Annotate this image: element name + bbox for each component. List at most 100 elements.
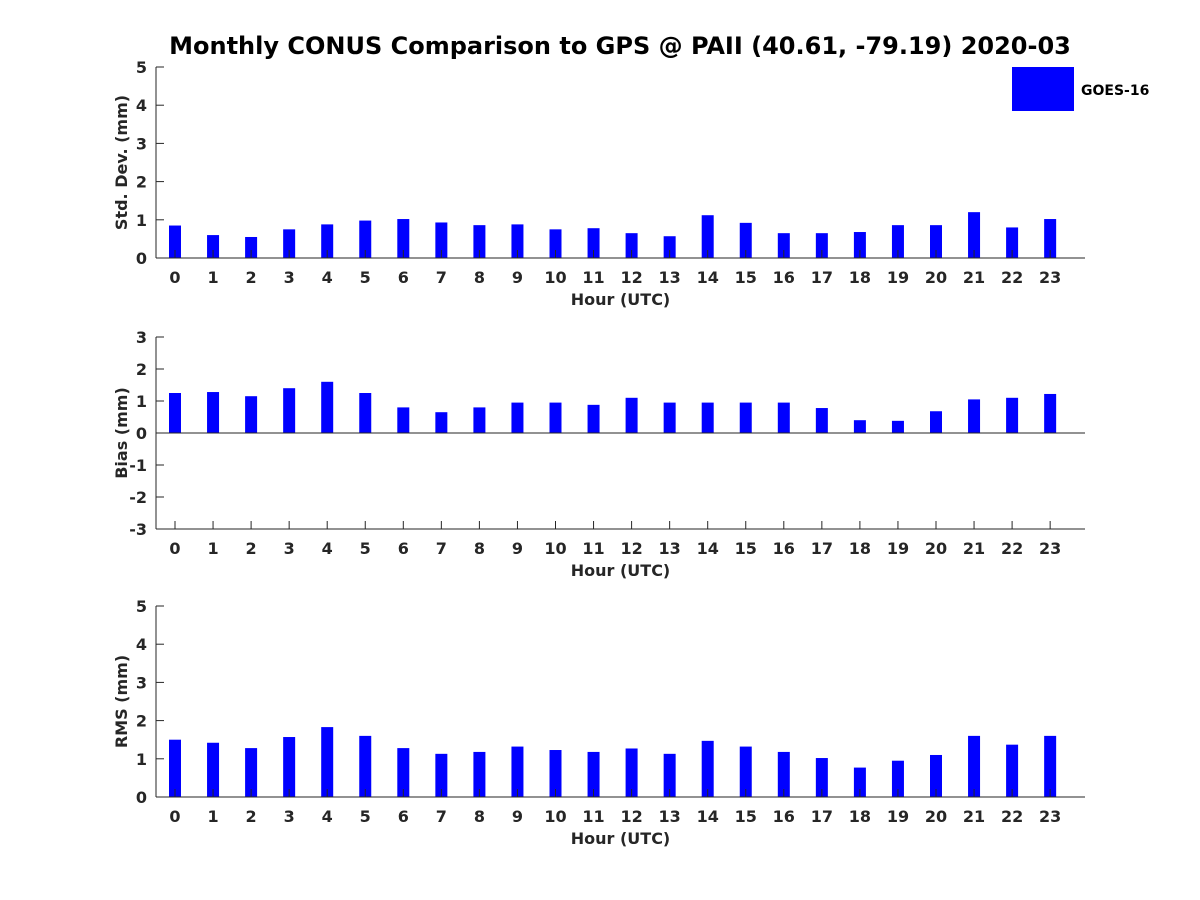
y-axis-label: RMS (mm) xyxy=(112,655,131,748)
bar xyxy=(321,381,334,433)
bar xyxy=(701,740,714,797)
bar xyxy=(359,735,372,797)
x-tick-label: 19 xyxy=(887,268,909,287)
bar xyxy=(169,393,181,433)
x-tick-label: 14 xyxy=(697,268,719,287)
bar xyxy=(321,727,334,797)
x-tick-label: 14 xyxy=(697,807,719,826)
bar xyxy=(663,236,676,258)
bar xyxy=(853,420,866,433)
x-tick-label: 9 xyxy=(512,807,523,826)
y-tick-label: 4 xyxy=(136,635,147,654)
x-tick-label: 21 xyxy=(963,539,985,558)
bar xyxy=(435,753,448,797)
x-tick-label: 11 xyxy=(582,539,604,558)
bar xyxy=(1006,744,1019,797)
x-tick-label: 11 xyxy=(582,807,604,826)
y-tick-label: 0 xyxy=(136,424,147,443)
bar xyxy=(1044,735,1057,797)
bar xyxy=(169,225,181,258)
x-tick-label: 10 xyxy=(544,807,566,826)
x-tick-label: 3 xyxy=(284,539,295,558)
x-tick-label: 11 xyxy=(582,268,604,287)
x-tick-label: 17 xyxy=(811,807,833,826)
x-tick-label: 16 xyxy=(773,539,795,558)
y-tick-label: 1 xyxy=(136,211,147,230)
bar xyxy=(549,750,562,797)
x-tick-label: 3 xyxy=(284,807,295,826)
bar xyxy=(587,404,600,433)
bar xyxy=(511,402,524,433)
y-axis-label: Std. Dev. (mm) xyxy=(112,95,131,230)
bar xyxy=(207,392,220,433)
bar xyxy=(207,235,220,258)
bar xyxy=(283,737,296,797)
x-tick-label: 15 xyxy=(735,268,757,287)
x-tick-label: 0 xyxy=(169,807,180,826)
x-tick-label: 1 xyxy=(207,268,218,287)
x-tick-label: 6 xyxy=(398,807,409,826)
x-tick-label: 16 xyxy=(773,268,795,287)
bar xyxy=(739,746,752,797)
x-tick-label: 5 xyxy=(360,807,371,826)
bar xyxy=(701,215,714,258)
x-axis-label: Hour (UTC) xyxy=(571,290,671,309)
bar xyxy=(473,407,486,433)
x-tick-label: 0 xyxy=(169,268,180,287)
bar xyxy=(815,408,828,433)
x-tick-label: 15 xyxy=(735,539,757,558)
bar xyxy=(777,233,790,258)
bar xyxy=(245,748,258,797)
bar xyxy=(663,753,676,797)
bar xyxy=(321,224,334,258)
x-tick-label: 17 xyxy=(811,268,833,287)
x-tick-label: 2 xyxy=(246,807,257,826)
bar xyxy=(739,222,752,258)
x-tick-label: 21 xyxy=(963,807,985,826)
bar xyxy=(930,411,942,433)
x-tick-label: 12 xyxy=(620,268,642,287)
x-tick-label: 3 xyxy=(284,268,295,287)
y-tick-label: 3 xyxy=(136,673,147,692)
bar xyxy=(853,767,866,797)
bar xyxy=(1006,227,1019,258)
x-tick-label: 5 xyxy=(360,268,371,287)
bar xyxy=(663,402,676,433)
x-tick-label: 22 xyxy=(1001,268,1023,287)
bar xyxy=(891,225,904,258)
x-tick-label: 1 xyxy=(207,807,218,826)
bar xyxy=(815,233,828,258)
x-tick-label: 12 xyxy=(620,539,642,558)
bar xyxy=(968,735,981,797)
bar xyxy=(625,233,638,258)
y-tick-label: -2 xyxy=(129,488,147,507)
bar xyxy=(397,407,410,433)
x-tick-label: 20 xyxy=(925,268,947,287)
bar xyxy=(777,402,790,433)
x-tick-label: 23 xyxy=(1039,268,1061,287)
x-tick-label: 9 xyxy=(512,268,523,287)
x-tick-label: 13 xyxy=(659,807,681,826)
x-tick-label: 4 xyxy=(322,539,333,558)
x-tick-label: 15 xyxy=(735,807,757,826)
bar xyxy=(625,748,638,797)
x-tick-label: 12 xyxy=(620,807,642,826)
x-tick-label: 8 xyxy=(474,539,485,558)
y-tick-label: 0 xyxy=(136,788,147,807)
x-tick-label: 8 xyxy=(474,807,485,826)
bar xyxy=(359,393,372,433)
bar xyxy=(511,224,524,258)
y-tick-label: 1 xyxy=(136,750,147,769)
x-tick-label: 20 xyxy=(925,807,947,826)
x-tick-label: 19 xyxy=(887,539,909,558)
x-tick-label: 4 xyxy=(322,268,333,287)
x-tick-label: 10 xyxy=(544,539,566,558)
legend-label: GOES-16 xyxy=(1081,83,1149,99)
bar xyxy=(1044,393,1057,433)
x-tick-label: 14 xyxy=(697,539,719,558)
bar xyxy=(1006,397,1019,433)
